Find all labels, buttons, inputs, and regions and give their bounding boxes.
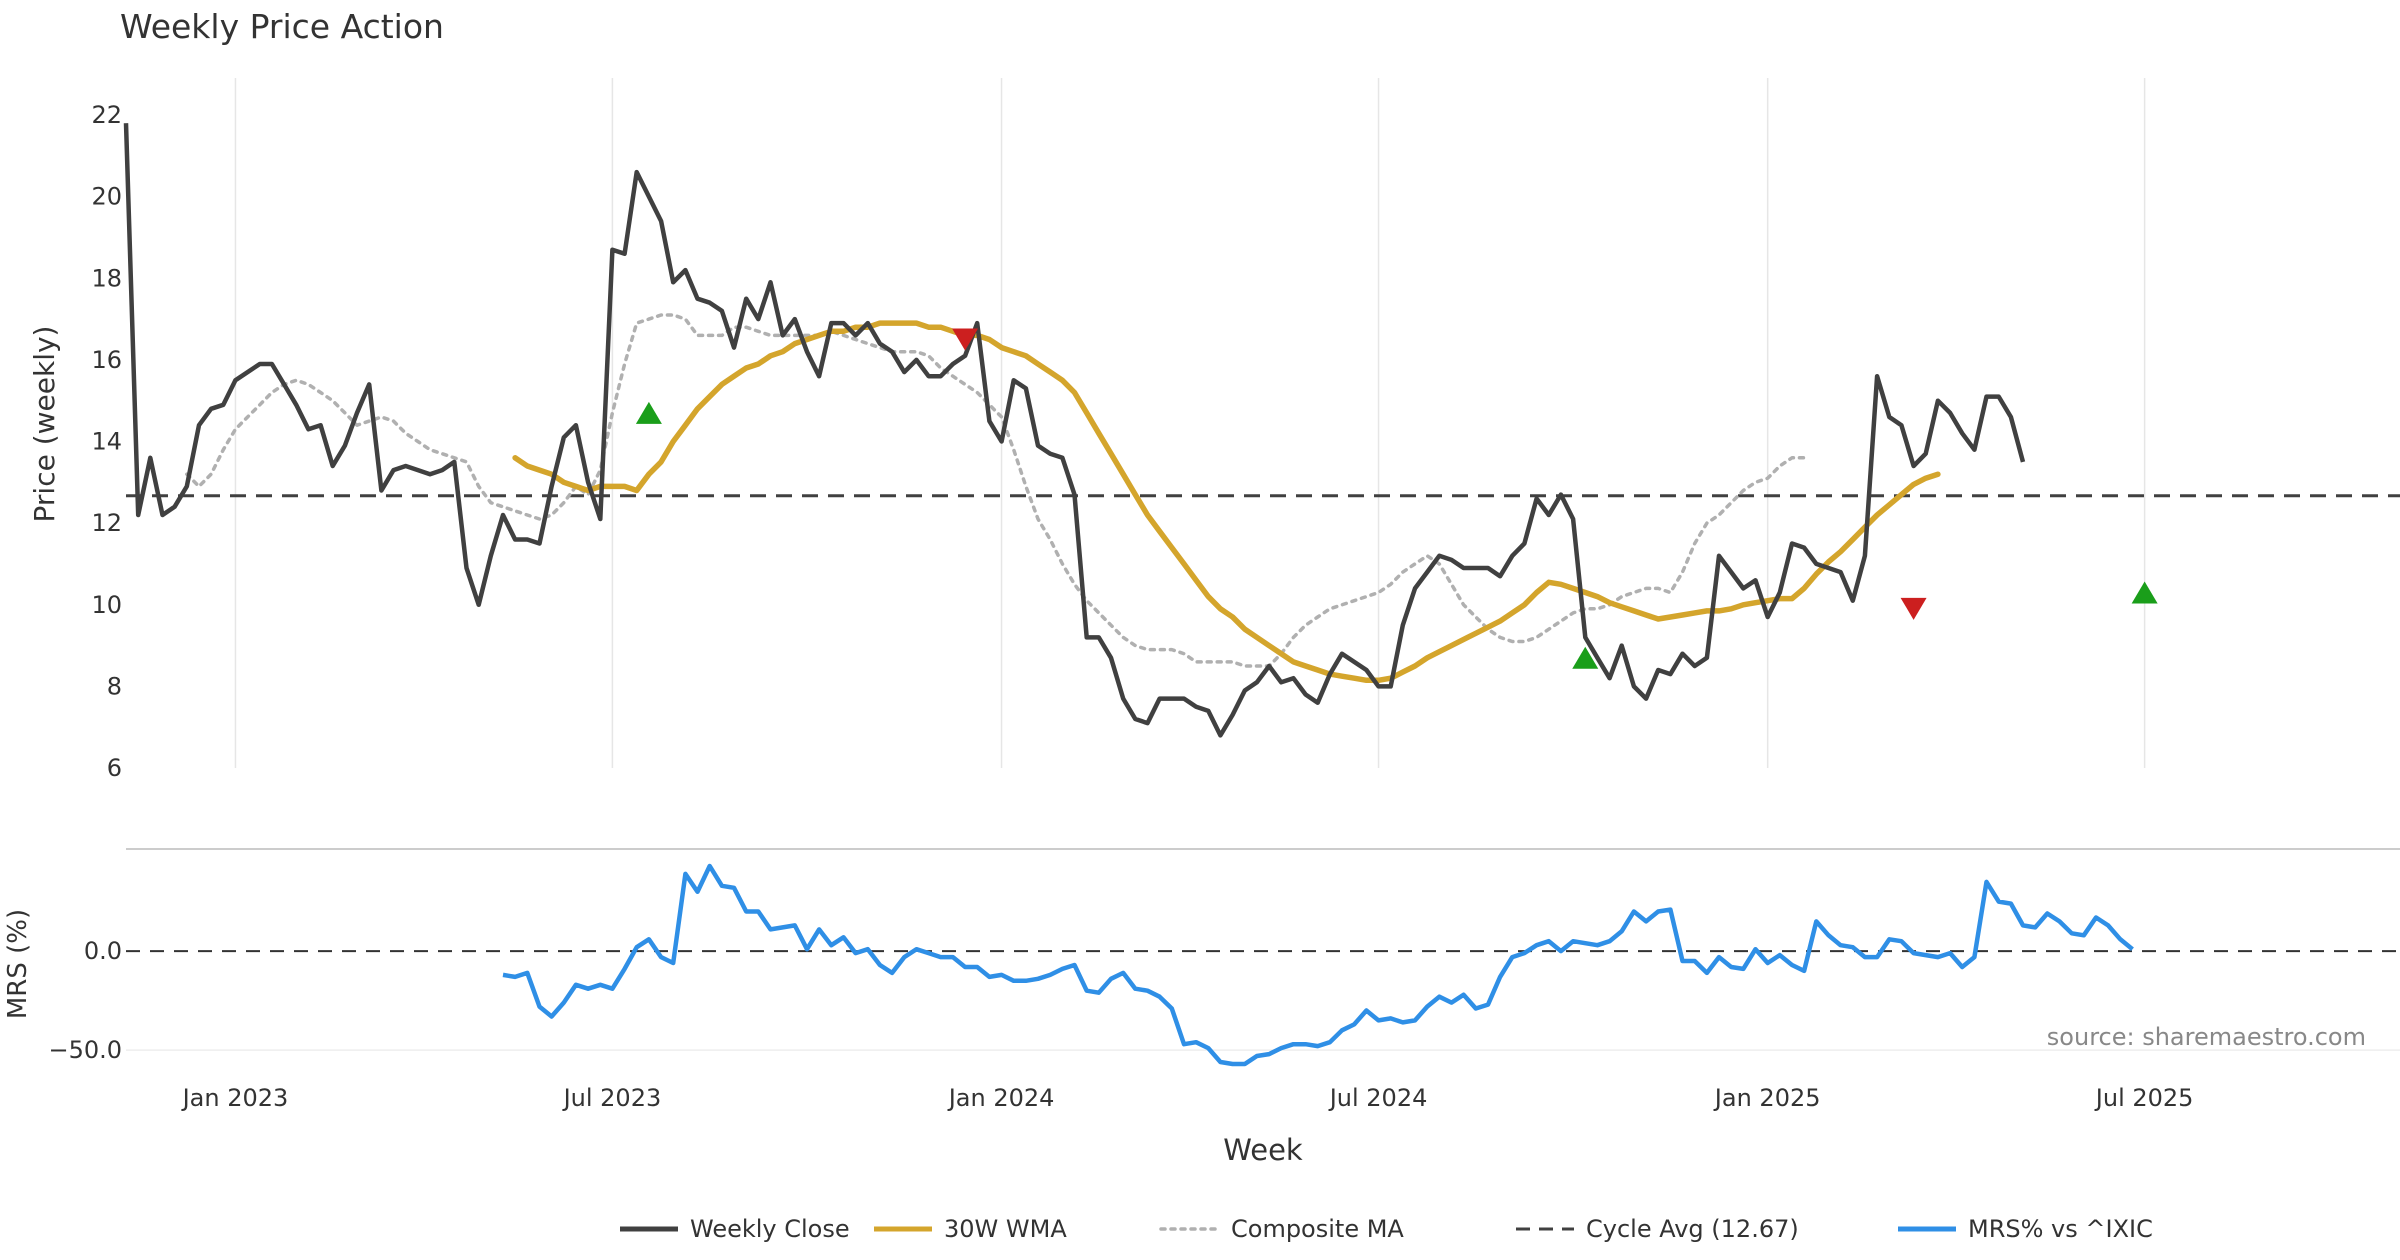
mrs-y-tick-label: 0.0 <box>84 937 122 965</box>
price-y-tick-label: 12 <box>91 509 122 537</box>
x-axis: Jan 2023 Jul 2023 Jan 2024 Jul 2024 Jan 2025… <box>181 1084 2194 1112</box>
x-tick-label: Jan 2025 <box>1713 1084 1821 1112</box>
source-note: source: sharemaestro.com <box>2047 1023 2366 1051</box>
mrs-line <box>502 863 2134 1067</box>
price-y-axis: 6 8 10 12 14 16 18 20 22 <box>91 101 122 782</box>
price-y-tick-label: 16 <box>91 346 122 374</box>
buy-signal-marker <box>635 401 662 424</box>
price-series-group <box>123 123 2400 738</box>
weekly-close-line <box>123 123 2026 738</box>
legend-label-cycle: Cycle Avg (12.67) <box>1586 1215 1799 1243</box>
legend: Weekly Close 30W WMA Composite MA Cycle Avg… <box>620 1215 2153 1243</box>
x-tick-label: Jan 2024 <box>947 1084 1055 1112</box>
mrs-y-axis: 0.0 −50.0 <box>48 937 2400 1064</box>
signal-markers <box>635 328 2158 669</box>
chart-title: Weekly Price Action <box>120 7 444 46</box>
legend-label-close: Weekly Close <box>690 1215 850 1243</box>
sell-signal-marker <box>1900 597 1927 620</box>
wma-30w-line <box>512 320 1941 684</box>
legend-label-mrs: MRS% vs ^IXIC <box>1968 1215 2153 1243</box>
price-y-tick-label: 20 <box>91 183 122 211</box>
mrs-panel: 0.0 −50.0 MRS (%) source: sharemaestro.co… <box>3 863 2400 1067</box>
sell-signal-marker <box>952 328 979 351</box>
price-y-tick-label: 18 <box>91 264 122 292</box>
x-tick-label: Jul 2025 <box>2094 1084 2194 1112</box>
buy-signal-marker <box>1572 646 1599 669</box>
price-panel: 6 8 10 12 14 16 18 20 22 Price (weekly) <box>28 78 2400 782</box>
price-grid <box>234 78 2146 768</box>
x-tick-label: Jan 2023 <box>181 1084 289 1112</box>
price-y-tick-label: 6 <box>107 754 122 782</box>
mrs-y-tick-label: −50.0 <box>48 1036 122 1064</box>
x-tick-label: Jul 2023 <box>562 1084 662 1112</box>
legend-label-composite: Composite MA <box>1231 1215 1404 1243</box>
price-y-tick-label: 8 <box>107 672 122 700</box>
x-axis-label: Week <box>1223 1133 1303 1167</box>
price-y-label: Price (weekly) <box>28 326 61 523</box>
buy-signal-marker <box>2131 581 2158 604</box>
x-tick-label: Jul 2024 <box>1328 1084 1428 1112</box>
price-y-tick-label: 10 <box>91 591 122 619</box>
composite-ma-line <box>185 313 1806 668</box>
mrs-y-label: MRS (%) <box>3 909 33 1019</box>
price-y-tick-label: 14 <box>91 428 122 456</box>
mrs-series-group <box>502 863 2134 1067</box>
price-y-tick-label: 22 <box>91 101 122 129</box>
legend-label-wma: 30W WMA <box>944 1215 1067 1243</box>
